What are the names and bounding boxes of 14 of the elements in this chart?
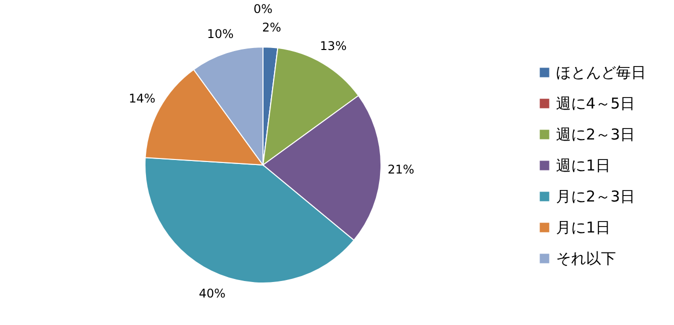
legend-label: 週に1日 [556,156,611,174]
data-label: 14% [128,92,156,106]
data-label: 40% [198,286,226,300]
legend-label: 週に2～3日 [556,126,636,144]
text: 0% [253,2,273,16]
legend-label: ほとんど毎日 [556,64,646,82]
data-label: 10% [207,26,234,41]
data-label: 13% [320,39,347,54]
legend-label: 月に2～3日 [556,188,636,206]
data-label: 21% [388,162,414,176]
data-label: 2% [262,20,282,34]
legend-label: 月に1日 [556,218,611,236]
legend-label: 週に4～5日 [556,94,636,112]
legend-label: それ以下 [556,250,616,268]
